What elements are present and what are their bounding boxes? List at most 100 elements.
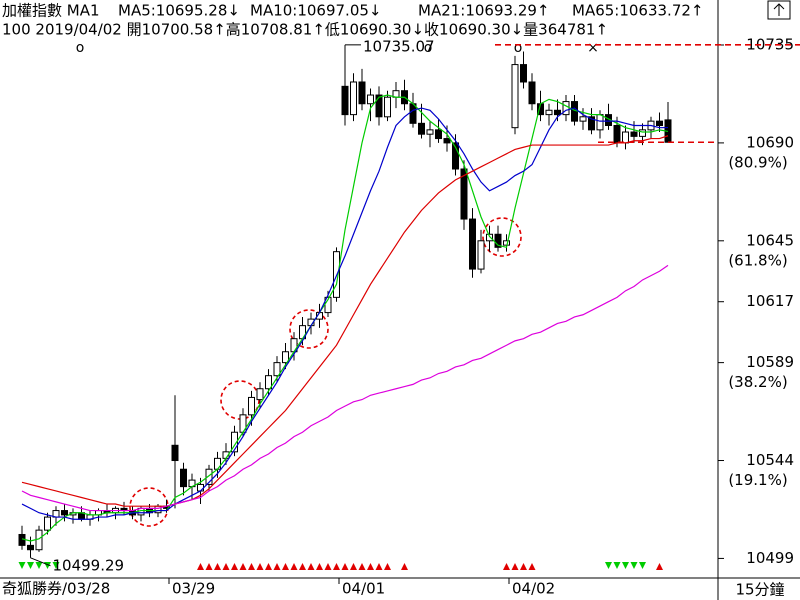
signal-down (622, 562, 629, 569)
ma-line (21, 94, 669, 542)
candle-body (494, 233, 502, 248)
top-marker: × (587, 40, 599, 56)
top-marker: o (424, 40, 433, 56)
y-tick-label: 10690 (746, 133, 794, 151)
candle-body (511, 64, 519, 129)
signal-up (231, 563, 238, 570)
candle-body (171, 444, 179, 462)
candle-body (256, 388, 264, 401)
candle-body (197, 483, 204, 492)
candle-body (341, 85, 349, 116)
legend-entry: MA21:10693.29↑ (418, 2, 549, 20)
x-tick-label: 03/29 (172, 580, 215, 598)
signal-up (528, 563, 536, 570)
candle-body (367, 94, 374, 105)
candle-body (528, 81, 536, 105)
signal-up (375, 563, 383, 570)
candle-body (44, 516, 51, 531)
signal-down (613, 562, 621, 569)
candle-body (375, 94, 383, 118)
annotation: 10735.07 (363, 37, 435, 55)
candle-body (486, 233, 493, 242)
signal-up (324, 563, 332, 570)
signal-up (282, 563, 289, 570)
candle-body (418, 122, 425, 135)
ratio-label: (38.2%) (728, 373, 787, 391)
x-tick-label: 04/01 (342, 580, 385, 598)
ratio-label: (61.8%) (728, 251, 787, 269)
signal-up (511, 563, 519, 570)
candle-body (588, 116, 595, 131)
y-tick-label: 10544 (746, 451, 794, 469)
signal-down (630, 562, 638, 569)
candle-body (562, 101, 570, 116)
legend-entry: MA10:10697.05↓ (250, 2, 381, 20)
candle-body (554, 109, 561, 116)
signal-down (18, 562, 26, 569)
candle-body (443, 138, 451, 144)
candle-body (265, 375, 272, 390)
ratio-label: (80.9%) (728, 153, 787, 171)
candle-body (545, 109, 553, 116)
highlight-circle (289, 309, 329, 349)
signal-up (520, 563, 527, 570)
candle-body (435, 129, 442, 140)
y-tick-label: 10589 (746, 353, 794, 371)
signal-down (605, 562, 612, 569)
candle-body (61, 510, 68, 516)
candle-body (248, 396, 255, 416)
candle-body (214, 457, 221, 470)
signal-up (401, 563, 408, 570)
candle-body (630, 131, 638, 137)
x-tick-label: 04/02 (512, 580, 555, 598)
signal-up (248, 563, 255, 570)
x-tick-label: 奇狐勝券/03/28 (2, 580, 110, 598)
signal-up (384, 563, 391, 570)
candle-body (613, 124, 621, 144)
signal-up (214, 563, 221, 570)
candle-body (273, 362, 281, 377)
ratio-label: (19.1%) (728, 471, 787, 489)
signal-down (35, 562, 43, 569)
ma-line (21, 264, 669, 512)
candle-body (358, 81, 366, 105)
signal-up (299, 563, 306, 570)
top-marker: o (76, 40, 85, 56)
candle-body (27, 544, 34, 551)
signal-up (307, 563, 315, 570)
y-tick-label: 10645 (746, 231, 794, 249)
interval-label: 15分鐘 (735, 581, 784, 599)
signal-up (256, 563, 264, 570)
signal-up (197, 563, 204, 570)
signal-down (52, 562, 60, 569)
candle-body (282, 351, 289, 364)
candle-body (622, 131, 629, 144)
top-marker: o (514, 40, 523, 56)
ma-line (21, 107, 669, 520)
candle-body (477, 240, 485, 270)
signal-up (316, 563, 323, 570)
candle-body (426, 129, 434, 135)
annotation-leader (30, 557, 51, 567)
signal-up (656, 563, 663, 570)
signal-down (639, 562, 646, 569)
signal-up (341, 563, 349, 570)
highlight-circle (482, 217, 522, 257)
signal-up (290, 563, 298, 570)
y-tick-label: 10617 (746, 292, 794, 310)
y-tick-label: 10499 (746, 549, 794, 567)
candle-body (180, 468, 187, 488)
signal-up (350, 563, 357, 570)
signal-up (367, 563, 374, 570)
signal-up (503, 563, 510, 570)
chart-title: 加權指數 MA1 (2, 2, 100, 20)
signal-down (27, 562, 34, 569)
signal-up (333, 563, 340, 570)
candle-body (639, 129, 646, 137)
candle-body (520, 64, 527, 83)
signal-up (265, 563, 272, 570)
signal-up (273, 563, 281, 570)
candle-body (579, 116, 587, 122)
candle-body (469, 218, 476, 270)
